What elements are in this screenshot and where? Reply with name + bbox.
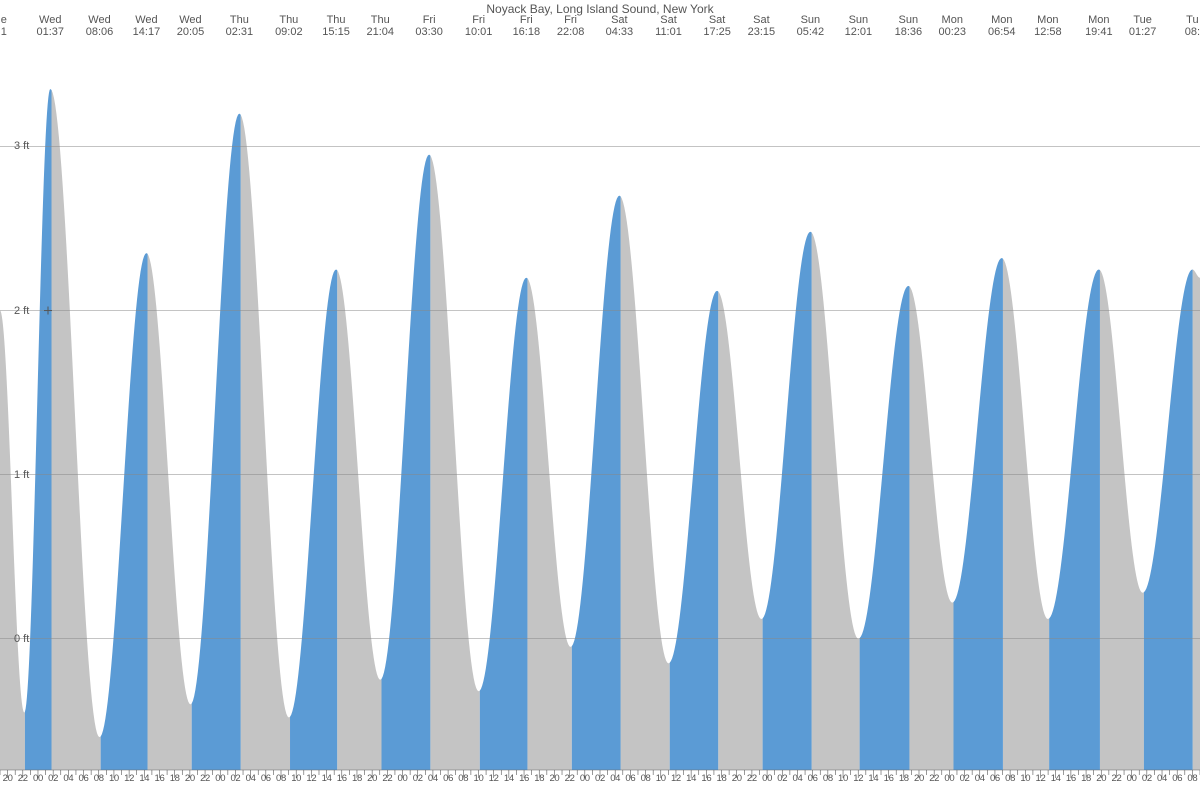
x-axis-hour-label: 08 bbox=[1005, 773, 1015, 784]
x-axis-hour-label: 12 bbox=[853, 773, 863, 784]
x-axis-hour-label: 22 bbox=[747, 773, 757, 784]
y-axis-tick-label: 2 ft bbox=[14, 305, 29, 317]
x-axis-hour-label: 00 bbox=[398, 773, 408, 784]
x-axis-hour-label: 18 bbox=[899, 773, 909, 784]
x-axis-hour-label: 10 bbox=[473, 773, 483, 784]
x-axis-hour-label: 06 bbox=[443, 773, 453, 784]
x-axis-hour-label: 16 bbox=[519, 773, 529, 784]
x-axis-hour-label: 06 bbox=[79, 773, 89, 784]
x-axis-hour-label: 02 bbox=[413, 773, 423, 784]
x-axis-hour-label: 08 bbox=[94, 773, 104, 784]
x-axis-hour-label: 10 bbox=[1020, 773, 1030, 784]
x-axis-hour-label: 20 bbox=[914, 773, 924, 784]
x-axis-hour-label: 06 bbox=[990, 773, 1000, 784]
x-axis-hour-label: 22 bbox=[929, 773, 939, 784]
x-axis-hour-label: 14 bbox=[504, 773, 514, 784]
y-axis-tick-label: 0 ft bbox=[14, 633, 29, 645]
x-axis-hour-label: 18 bbox=[352, 773, 362, 784]
x-axis-hour-label: 14 bbox=[1051, 773, 1061, 784]
x-axis-hour-label: 22 bbox=[18, 773, 28, 784]
x-axis-hour-label: 18 bbox=[534, 773, 544, 784]
x-axis-hour-label: 14 bbox=[868, 773, 878, 784]
x-axis-hour-label: 12 bbox=[1036, 773, 1046, 784]
x-axis-hour-label: 08 bbox=[276, 773, 286, 784]
x-axis-hour-label: 16 bbox=[884, 773, 894, 784]
x-axis-hour-label: 22 bbox=[382, 773, 392, 784]
x-axis-hour-label: 00 bbox=[580, 773, 590, 784]
y-axis-tick-label: 1 ft bbox=[14, 469, 29, 481]
x-axis-hour-label: 00 bbox=[762, 773, 772, 784]
x-axis-hour-label: 20 bbox=[185, 773, 195, 784]
x-axis-hour-label: 10 bbox=[109, 773, 119, 784]
tide-chart: Noyack Bay, Long Island Sound, New York … bbox=[0, 0, 1200, 800]
x-axis-hour-label: 22 bbox=[1111, 773, 1121, 784]
x-axis-hour-label: 14 bbox=[322, 773, 332, 784]
x-axis-hour-label: 14 bbox=[686, 773, 696, 784]
x-axis-hour-label: 12 bbox=[124, 773, 134, 784]
x-axis-hour-label: 04 bbox=[246, 773, 256, 784]
x-axis-hour-label: 00 bbox=[944, 773, 954, 784]
x-axis-hour-label: 16 bbox=[1066, 773, 1076, 784]
x-axis-hour-label: 04 bbox=[792, 773, 802, 784]
x-axis-hour-label: 08 bbox=[823, 773, 833, 784]
x-axis-hour-label: 02 bbox=[48, 773, 58, 784]
x-axis-hour-label: 10 bbox=[291, 773, 301, 784]
x-axis-hour-label: 14 bbox=[139, 773, 149, 784]
x-axis-hour-label: 08 bbox=[1187, 773, 1197, 784]
y-axis-tick-label: 3 ft bbox=[14, 140, 29, 152]
x-axis-hour-label: 06 bbox=[625, 773, 635, 784]
x-axis-hour-label: 18 bbox=[170, 773, 180, 784]
x-axis-hour-label: 16 bbox=[701, 773, 711, 784]
x-axis-hour-label: 02 bbox=[960, 773, 970, 784]
x-axis-hour-label: 22 bbox=[200, 773, 210, 784]
x-axis-hour-label: 02 bbox=[777, 773, 787, 784]
x-axis-hour-label: 04 bbox=[975, 773, 985, 784]
x-axis-hour-label: 04 bbox=[428, 773, 438, 784]
x-axis-hour-label: 04 bbox=[63, 773, 73, 784]
x-axis-hour-label: 22 bbox=[565, 773, 575, 784]
x-axis-hour-label: 20 bbox=[549, 773, 559, 784]
x-axis-hour-label: 04 bbox=[610, 773, 620, 784]
x-axis-hour-label: 12 bbox=[306, 773, 316, 784]
x-axis-hour-label: 06 bbox=[1172, 773, 1182, 784]
x-axis-hour-label: 02 bbox=[230, 773, 240, 784]
x-axis-hour-label: 00 bbox=[33, 773, 43, 784]
x-axis-hour-label: 16 bbox=[337, 773, 347, 784]
x-axis-hour-label: 20 bbox=[1096, 773, 1106, 784]
x-axis-hour-label: 12 bbox=[671, 773, 681, 784]
x-axis-hour-label: 18 bbox=[1081, 773, 1091, 784]
x-axis-hour-label: 20 bbox=[367, 773, 377, 784]
x-axis-hour-label: 12 bbox=[489, 773, 499, 784]
x-axis-hour-label: 06 bbox=[261, 773, 271, 784]
x-axis-hour-label: 04 bbox=[1157, 773, 1167, 784]
x-axis-hour-label: 00 bbox=[1127, 773, 1137, 784]
x-axis-hour-label: 00 bbox=[215, 773, 225, 784]
x-axis-hour-label: 08 bbox=[458, 773, 468, 784]
x-axis-hour-label: 06 bbox=[808, 773, 818, 784]
x-axis-hour-label: 20 bbox=[3, 773, 13, 784]
x-axis-hour-label: 16 bbox=[155, 773, 165, 784]
x-axis-hour-label: 10 bbox=[838, 773, 848, 784]
x-axis-hour-label: 02 bbox=[1142, 773, 1152, 784]
x-axis-hour-label: 20 bbox=[732, 773, 742, 784]
chart-svg bbox=[0, 0, 1200, 800]
x-axis-hour-label: 08 bbox=[641, 773, 651, 784]
x-axis-hour-label: 10 bbox=[656, 773, 666, 784]
x-axis-hour-label: 18 bbox=[717, 773, 727, 784]
x-axis-hour-label: 02 bbox=[595, 773, 605, 784]
